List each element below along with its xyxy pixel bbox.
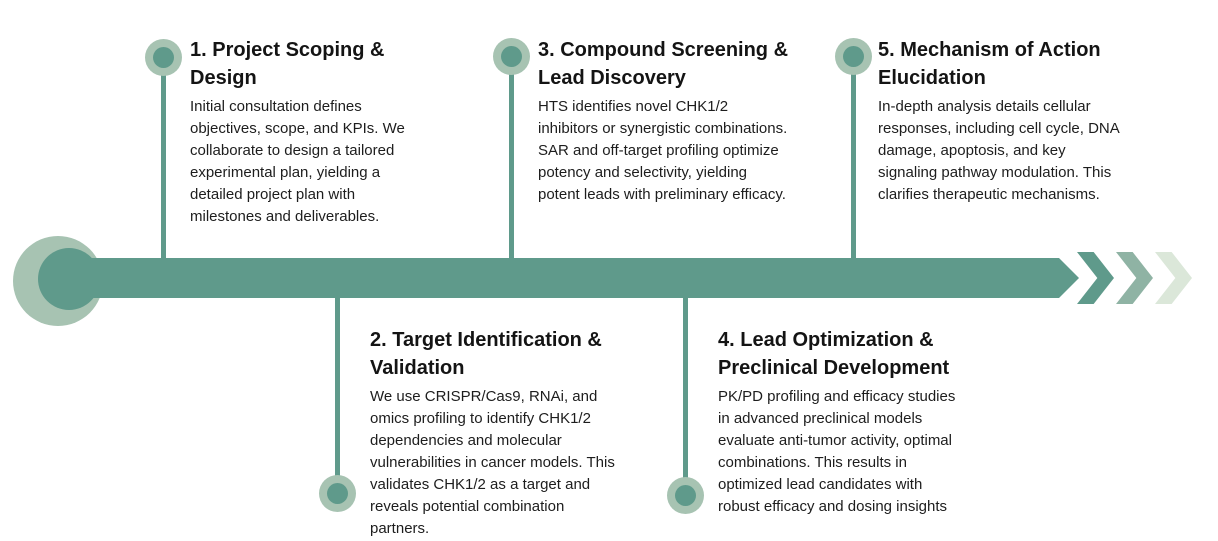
step-title: 4. Lead Optimization & Preclinical Devel… (718, 329, 950, 379)
step-2-milestone-dot (319, 475, 356, 512)
chevron-right-icon (1155, 252, 1192, 304)
step-4-connector-line (683, 298, 688, 496)
step-2-target-identification-validation: 2. Target Identification & Validation We… (370, 326, 680, 540)
milestone-dot-core (327, 483, 348, 504)
step-5-mechanism-of-action-elucidation: 5. Mechanism of Action Elucidation In-de… (878, 36, 1178, 206)
step-description: We use CRISPR/Cas9, RNAi, and omics prof… (370, 388, 615, 537)
step-5-connector-line (851, 56, 856, 258)
step-description: HTS identifies novel CHK1/2 inhibitors o… (538, 98, 788, 203)
step-description: PK/PD profiling and efficacy studies in … (718, 388, 956, 515)
milestone-dot-core (153, 47, 174, 68)
step-2-connector-line (335, 298, 340, 494)
step-1-project-scoping-design: 1. Project Scoping & Design Initial cons… (190, 36, 490, 228)
step-title: 2. Target Identification & Validation (370, 329, 602, 379)
step-3-compound-screening-lead-discovery: 3. Compound Screening & Lead Discovery H… (538, 36, 853, 206)
step-4-milestone-dot (667, 477, 704, 514)
step-3-connector-line (509, 56, 514, 258)
timeline-bar (69, 258, 1059, 298)
milestone-dot-core (843, 46, 864, 67)
step-1-connector-line (161, 57, 166, 258)
step-title: 1. Project Scoping & Design (190, 39, 385, 89)
milestone-dot-core (675, 485, 696, 506)
step-4-lead-optimization-preclinical-development: 4. Lead Optimization & Preclinical Devel… (718, 326, 1028, 518)
step-1-milestone-dot (145, 39, 182, 76)
chevron-right-icon (1116, 252, 1153, 304)
step-description: In-depth analysis details cellular respo… (878, 98, 1120, 203)
step-title: 3. Compound Screening & Lead Discovery (538, 39, 789, 89)
step-3-milestone-dot (493, 38, 530, 75)
step-title: 5. Mechanism of Action Elucidation (878, 39, 1101, 89)
step-description: Initial consultation defines objectives,… (190, 98, 405, 225)
timeline-arrow-tip-icon (1059, 258, 1079, 298)
step-5-milestone-dot (835, 38, 872, 75)
milestone-dot-core (501, 46, 522, 67)
chevron-right-icon (1077, 252, 1114, 304)
